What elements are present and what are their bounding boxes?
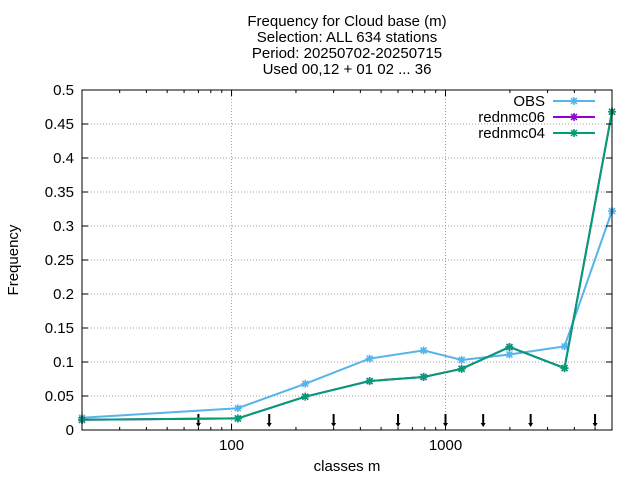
y-tick-label: 0.25 [45,252,74,269]
axis-ticks: 0 0.05 0.1 0.15 0.2 0.25 0.3 0.35 0.4 0.45 0.5 100 1… [45,82,613,454]
marker-core [571,98,577,104]
data-point [233,404,242,413]
class-boundary-markers [195,414,598,427]
y-tick-label: 0.15 [45,320,74,337]
marker-core [235,405,241,411]
series-rednmc06 [78,107,616,424]
data-point [457,364,466,373]
marker-core [459,366,465,372]
x-axis-label: classes m [314,458,381,475]
legend-label: rednmc04 [478,125,545,142]
y-tick-label: 0.05 [45,388,74,405]
y-tick-label: 0.2 [53,286,74,303]
class-boundary-marker-head [195,423,201,427]
series-layer [78,107,616,424]
legend-swatch-marker [570,113,578,121]
grid [82,90,612,430]
series-OBS [78,207,616,422]
y-tick-label: 0.4 [53,150,74,167]
title-line: Frequency for Cloud base (m) [247,13,446,30]
marker-core [367,378,373,384]
data-point [560,342,569,351]
class-boundary-marker-head [592,423,598,427]
legend-label: OBS [513,93,545,110]
marker-core [302,381,308,387]
marker-core [302,394,308,400]
data-point [457,355,466,364]
data-point [233,414,242,423]
y-tick-label: 0 [66,422,74,439]
legend-label: rednmc06 [478,109,545,126]
data-point [505,350,514,359]
class-boundary-marker-head [266,423,272,427]
class-boundary-marker-head [528,423,534,427]
data-point [560,364,569,373]
data-point [301,392,310,401]
marker-core [562,343,568,349]
title-line: Used 00,12 + 01 02 ... 36 [263,61,432,78]
y-axis-label: Frequency [5,224,22,295]
data-point [419,346,428,355]
series-rednmc04 [78,107,616,424]
marker-core [506,352,512,358]
data-point [419,372,428,381]
title-line: Selection: ALL 634 stations [257,29,437,46]
title-line: Period: 20250702-20250715 [252,45,442,62]
marker-core [367,356,373,362]
marker-core [421,347,427,353]
marker-core [235,415,241,421]
marker-core [571,114,577,120]
data-point [505,343,514,352]
marker-core [459,357,465,363]
y-tick-label: 0.35 [45,184,74,201]
y-tick-label: 0.45 [45,116,74,133]
marker-core [571,130,577,136]
y-tick-label: 0.5 [53,82,74,99]
data-point [365,377,374,386]
marker-core [562,365,568,371]
data-point [301,379,310,388]
class-boundary-marker-head [331,423,337,427]
legend-swatch-marker [570,97,578,105]
y-tick-label: 0.1 [53,354,74,371]
x-tick-label: 100 [219,437,244,454]
x-tick-label: 1000 [429,437,462,454]
marker-core [506,344,512,350]
legend-swatch-marker [570,129,578,137]
chart-title: Frequency for Cloud base (m)Selection: A… [247,13,446,78]
marker-core [421,374,427,380]
class-boundary-marker-head [395,423,401,427]
class-boundary-marker-head [480,423,486,427]
data-point [365,354,374,363]
y-tick-label: 0.3 [53,218,74,235]
